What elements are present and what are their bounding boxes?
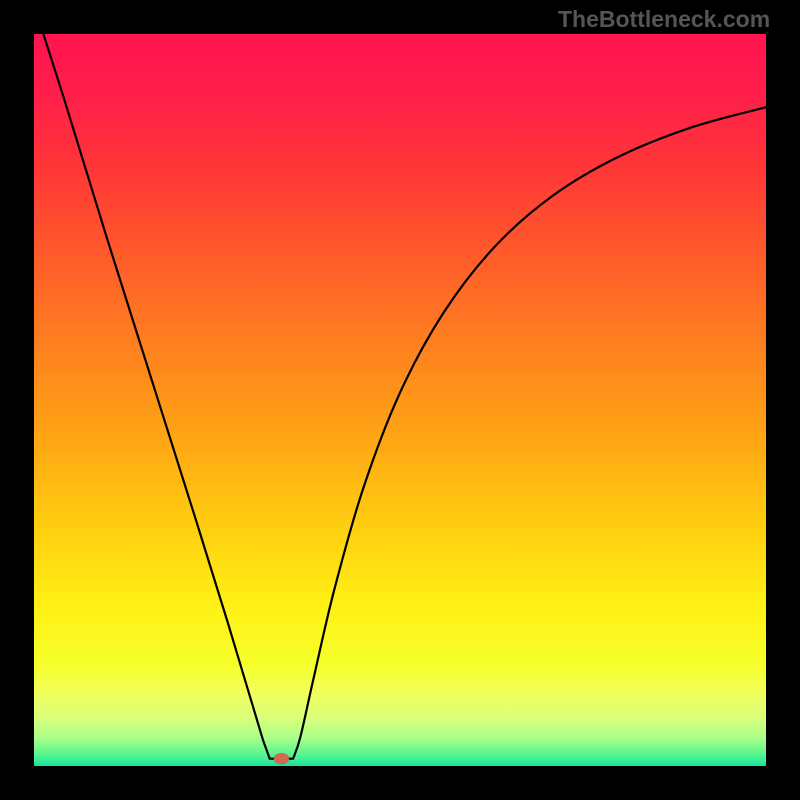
bottleneck-marker: [274, 753, 289, 764]
watermark-text: TheBottleneck.com: [558, 6, 770, 33]
curve-right-branch: [293, 107, 766, 758]
curve-left-branch: [34, 34, 270, 759]
plot-area: [34, 34, 766, 766]
bottleneck-curve: [34, 34, 766, 766]
